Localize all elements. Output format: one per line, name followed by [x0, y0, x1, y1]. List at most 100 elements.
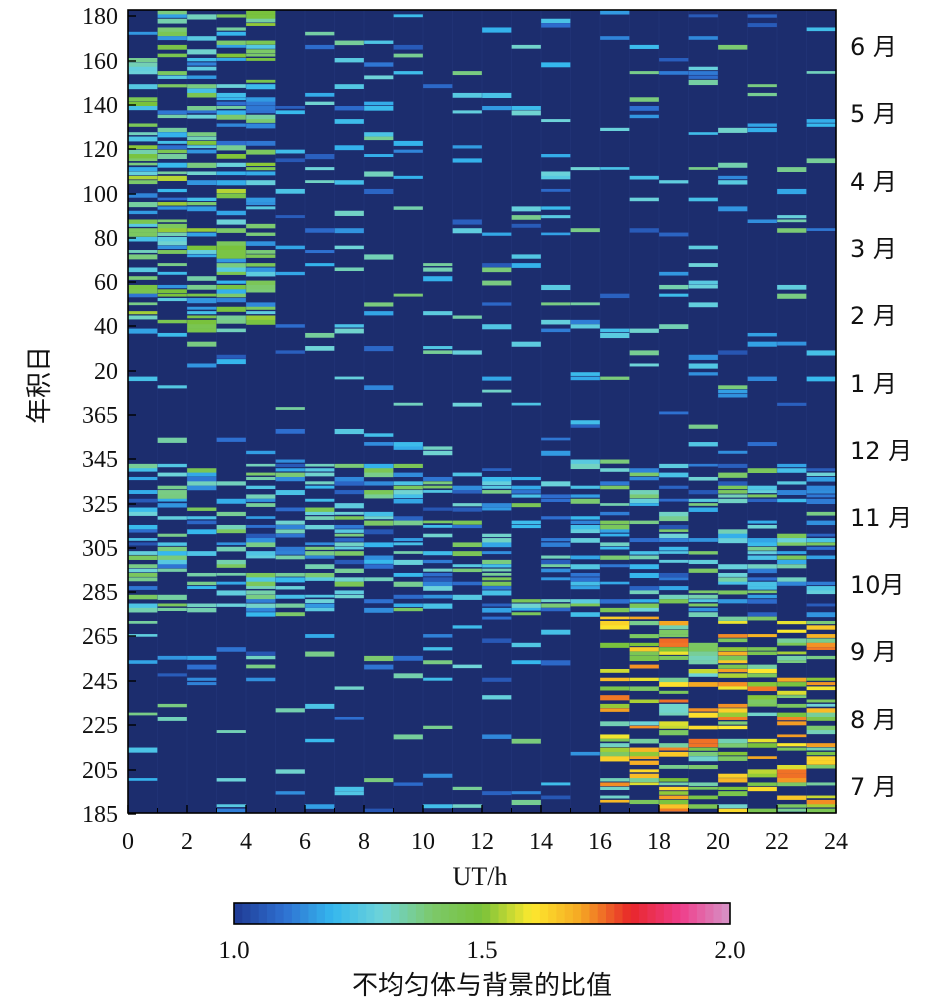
heatmap-cell [334, 428, 364, 435]
heatmap-cell [777, 782, 807, 787]
heatmap-cell [600, 127, 630, 131]
heatmap-cell [305, 804, 335, 809]
heatmap-cell [246, 267, 276, 273]
colorbar-segment [490, 903, 499, 924]
heatmap-cell [393, 538, 423, 542]
heatmap-cell [423, 773, 453, 778]
heatmap-cell [393, 442, 423, 448]
heatmap-cell [570, 228, 600, 233]
heatmap-cell [659, 677, 689, 683]
heatmap-cell [718, 708, 748, 713]
heatmap-cell [275, 110, 305, 115]
heatmap-cell [187, 607, 217, 613]
heatmap-cell [600, 542, 630, 547]
heatmap-cell [187, 293, 217, 297]
heatmap-cell [659, 577, 689, 581]
heatmap-cell [393, 463, 423, 469]
heatmap-cell [334, 180, 364, 185]
heatmap-cell [275, 603, 305, 608]
heatmap-cell [747, 14, 777, 18]
heatmap-cell [128, 162, 158, 166]
y-tick-label: 245 [82, 669, 118, 695]
colorbar-segment [482, 903, 491, 924]
heatmap-cell [570, 564, 600, 570]
heatmap-cell [423, 577, 453, 582]
heatmap-cell [275, 769, 305, 774]
heatmap-cell [128, 507, 158, 513]
heatmap-cell [452, 92, 482, 98]
heatmap-cell [128, 542, 158, 546]
heatmap-cell [600, 708, 630, 712]
heatmap-cell [128, 250, 158, 253]
heatmap-cell [246, 542, 276, 548]
heatmap-cell [718, 385, 748, 390]
heatmap-cell [246, 280, 276, 286]
heatmap-cell [246, 551, 276, 557]
heatmap-cell [364, 468, 394, 474]
heatmap-cell [246, 79, 276, 83]
heatmap-cell [600, 778, 630, 782]
heatmap-cell [482, 695, 512, 700]
heatmap-cell [364, 559, 394, 564]
heatmap-cell [305, 607, 335, 612]
heatmap-cell [216, 101, 246, 106]
heatmap-cell [275, 149, 305, 154]
heatmap-cell [659, 808, 689, 812]
heatmap-cell [570, 494, 600, 498]
heatmap-cell [511, 791, 541, 795]
heatmap-cell [157, 223, 187, 229]
heatmap-cell [777, 716, 807, 721]
heatmap-cell [688, 71, 718, 75]
heatmap-cell [157, 551, 187, 556]
heatmap-cell [187, 14, 217, 20]
heatmap-cell [305, 101, 335, 105]
heatmap-cell [423, 485, 453, 489]
heatmap-cell [128, 468, 158, 472]
heatmap-cell [128, 778, 158, 781]
heatmap-cell [688, 725, 718, 730]
colorbar-segment [614, 903, 623, 924]
heatmap-cell [600, 677, 630, 682]
heatmap-cell [246, 533, 276, 539]
heatmap-cell [718, 778, 748, 783]
heatmap-cell [747, 743, 777, 748]
heatmap-cell [806, 498, 836, 505]
heatmap-cell [157, 503, 187, 508]
heatmap-cell [246, 263, 276, 267]
heatmap-cell [482, 27, 512, 33]
heatmap-cell [334, 481, 364, 486]
heatmap-cell [482, 677, 512, 682]
heatmap-cell [423, 507, 453, 511]
heatmap-cell [305, 472, 335, 477]
heatmap-cell [216, 559, 246, 566]
y-tick-label: 180 [82, 4, 118, 30]
heatmap-cell [629, 44, 659, 49]
heatmap-cell [629, 773, 659, 779]
heatmap-cell [688, 302, 718, 308]
heatmap-cell [128, 219, 158, 225]
heatmap-cell [482, 503, 512, 508]
heatmap-cell [541, 119, 571, 123]
heatmap-cell [718, 668, 748, 673]
heatmap-cell [747, 498, 777, 503]
heatmap-cell [393, 572, 423, 577]
heatmap-cell [629, 634, 659, 639]
heatmap-cell [511, 603, 541, 609]
heatmap-cell [570, 463, 600, 470]
heatmap-cell [688, 424, 718, 429]
colorbar: 1.0 1.5 2.0 [218, 902, 746, 964]
heatmap-cell [659, 778, 689, 782]
heatmap-cell [305, 603, 335, 608]
heatmap-cell [216, 524, 246, 531]
heatmap-cell [128, 568, 158, 573]
heatmap-cell [305, 738, 335, 743]
heatmap-cell [541, 577, 571, 581]
heatmap-cell [806, 228, 836, 231]
heatmap-cell [600, 756, 630, 762]
heatmap-cell [806, 472, 836, 477]
heatmap-cell [806, 468, 836, 472]
heatmap-cell [600, 459, 630, 464]
heatmap-cell [216, 511, 246, 517]
heatmap-cell [393, 481, 423, 486]
heatmap-cell [423, 634, 453, 638]
